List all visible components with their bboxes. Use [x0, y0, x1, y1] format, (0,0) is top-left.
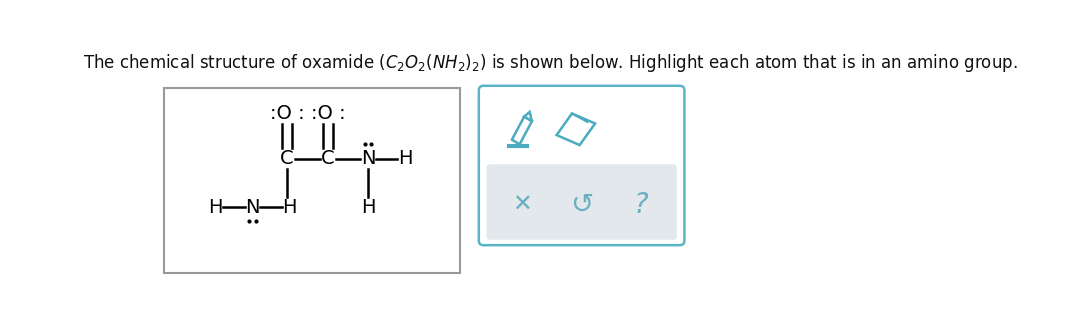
Text: C: C	[280, 149, 294, 168]
Polygon shape	[556, 113, 595, 145]
Polygon shape	[512, 117, 532, 144]
Polygon shape	[524, 112, 532, 121]
Text: ✕: ✕	[512, 193, 532, 217]
Text: ↺: ↺	[570, 191, 594, 219]
Text: H: H	[282, 198, 296, 217]
FancyBboxPatch shape	[479, 86, 684, 245]
Text: The chemical structure of oxamide $(C_2O_2(NH_2)_2)$ is shown below. Highlight e: The chemical structure of oxamide $(C_2O…	[83, 52, 1018, 74]
Text: N: N	[361, 149, 375, 168]
Text: C: C	[321, 149, 335, 168]
Text: :O :: :O :	[310, 104, 345, 123]
Text: :O :: :O :	[270, 104, 304, 123]
Text: ?: ?	[634, 191, 649, 219]
FancyBboxPatch shape	[164, 88, 461, 273]
FancyBboxPatch shape	[487, 164, 677, 240]
Text: N: N	[245, 198, 260, 217]
Text: H: H	[361, 198, 375, 217]
Text: H: H	[208, 198, 222, 217]
Text: H: H	[397, 149, 412, 168]
